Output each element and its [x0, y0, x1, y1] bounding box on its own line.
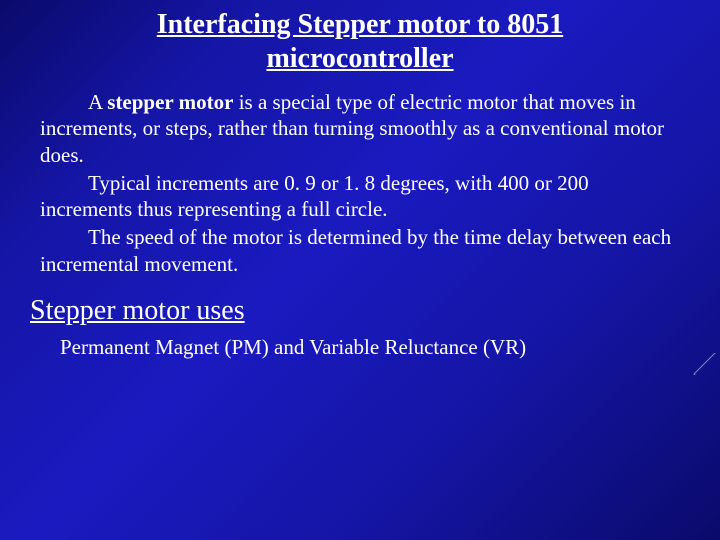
paragraph-3: The speed of the motor is determined by … — [40, 224, 680, 277]
section-subtitle: Stepper motor uses — [30, 295, 680, 327]
slide-content: Interfacing Stepper motor to 8051 microc… — [40, 8, 680, 360]
slide-title: Interfacing Stepper motor to 8051 microc… — [40, 8, 680, 75]
paragraph-2: Typical increments are 0. 9 or 1. 8 degr… — [40, 170, 680, 223]
body-paragraphs: A stepper motor is a special type of ele… — [40, 89, 680, 277]
decorative-accent — [692, 353, 720, 375]
section-body: Permanent Magnet (PM) and Variable Reluc… — [60, 335, 680, 360]
para1-lead: A — [88, 90, 107, 114]
para1-bold: stepper motor — [107, 90, 233, 114]
paragraph-1: A stepper motor is a special type of ele… — [40, 89, 680, 168]
